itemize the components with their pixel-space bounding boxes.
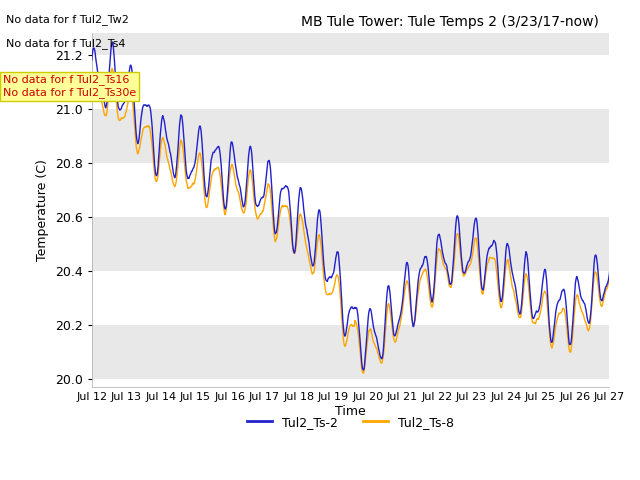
Bar <box>92 108 609 163</box>
Line: Tul2_Ts-8: Tul2_Ts-8 <box>92 69 618 373</box>
Legend: Tul2_Ts-2, Tul2_Ts-8: Tul2_Ts-2, Tul2_Ts-8 <box>242 411 459 434</box>
Bar <box>92 163 609 217</box>
Text: No data for f Tul2_Ts16
No data for f Tul2_Ts30e: No data for f Tul2_Ts16 No data for f Tu… <box>3 74 136 98</box>
Bar <box>92 379 609 387</box>
Line: Tul2_Ts-2: Tul2_Ts-2 <box>92 42 618 370</box>
Bar <box>92 55 609 108</box>
Bar <box>92 217 609 271</box>
Bar <box>92 325 609 379</box>
X-axis label: Time: Time <box>335 405 366 418</box>
Text: No data for f Tul2_Ts4: No data for f Tul2_Ts4 <box>6 38 126 49</box>
Bar <box>92 33 609 55</box>
Bar <box>92 271 609 325</box>
Y-axis label: Temperature (C): Temperature (C) <box>36 159 49 261</box>
Text: No data for f Tul2_Tw2: No data for f Tul2_Tw2 <box>6 14 129 25</box>
Text: MB Tule Tower: Tule Temps 2 (3/23/17-now): MB Tule Tower: Tule Temps 2 (3/23/17-now… <box>301 15 599 29</box>
